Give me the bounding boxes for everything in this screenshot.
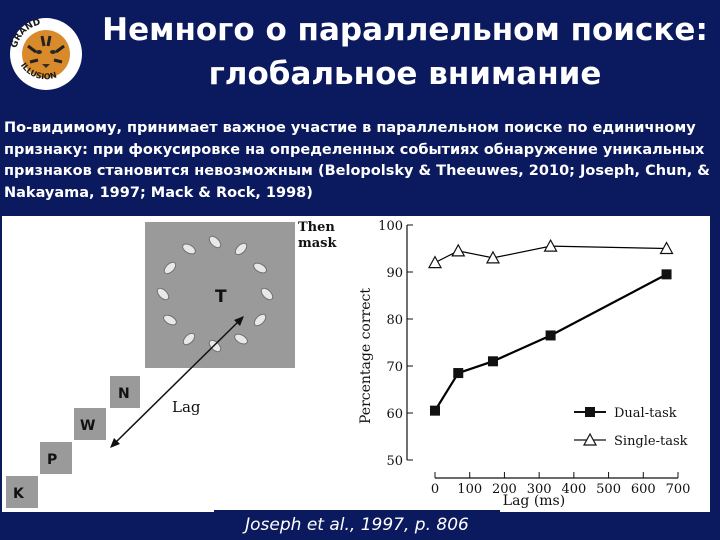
lag-label: Lag xyxy=(172,398,201,416)
legend-label: Single-task xyxy=(614,434,688,449)
data-point-dual-task xyxy=(545,330,556,341)
mask-label-line1: Then xyxy=(298,220,335,235)
x-tick-label: 400 xyxy=(561,482,586,497)
x-tick-label: 100 xyxy=(457,482,482,497)
slide-title: Немного о параллельном поиске: глобально… xyxy=(90,8,720,96)
stream-frame-k xyxy=(6,476,38,508)
y-axis-label: Percentage correct xyxy=(358,288,374,424)
legend-label: Dual-task xyxy=(614,406,677,421)
slide-body-text: По-видимому, принимает важное участие в … xyxy=(4,120,710,201)
x-axis-label: Lag (ms) xyxy=(503,493,565,509)
target-letter: T xyxy=(215,287,227,307)
data-point-dual-task xyxy=(661,269,672,280)
slide-title-line1: Немного о параллельном поиске: xyxy=(102,12,708,48)
chart-area: 50 60 70 80 90 100 0 100 200 300 400 500 600 700 Dual-… xyxy=(378,219,690,497)
stream-frame-p xyxy=(40,442,72,474)
figure-svg: T Then mask N W P K Lag 50 60 70 80 90 100 0 10… xyxy=(6,219,690,509)
data-point-dual-task xyxy=(487,356,498,367)
gabor-patch xyxy=(208,339,222,353)
x-tick-label: 0 xyxy=(431,482,439,497)
stream-letter-w: W xyxy=(80,418,95,434)
y-tick-label: 60 xyxy=(386,407,403,422)
stream-frame-n xyxy=(110,376,140,408)
data-point-single-task xyxy=(451,243,466,257)
slide-title-line2: глобальное внимание xyxy=(208,56,602,92)
gabor-patch xyxy=(182,243,196,255)
gabor-patch xyxy=(253,262,267,274)
gabor-patch xyxy=(208,235,222,249)
y-tick-label: 80 xyxy=(386,313,403,328)
gabor-ring xyxy=(156,235,274,353)
y-tick-label: 100 xyxy=(378,219,403,234)
figure-caption: Joseph et al., 1997, p. 806 xyxy=(214,510,500,540)
y-tick-label: 70 xyxy=(386,360,403,375)
stream-letter-k: K xyxy=(13,486,25,502)
gabor-patch xyxy=(253,313,267,327)
gabor-patch xyxy=(163,314,177,326)
lag-arrow-head-top xyxy=(234,316,244,326)
gabor-patch xyxy=(260,287,274,301)
data-point-single-task xyxy=(427,255,443,269)
lag-arrow-line xyxy=(113,319,241,445)
x-tick-label: 600 xyxy=(631,482,656,497)
grand-illusion-logo: GRAND ILLUSION xyxy=(6,2,86,98)
data-point-dual-task xyxy=(453,368,464,379)
legend-marker-square xyxy=(585,407,595,417)
y-tick-label: 50 xyxy=(386,454,403,469)
stream-letter-n: N xyxy=(118,386,130,402)
gabor-patch xyxy=(163,261,177,275)
data-point-single-task xyxy=(543,238,558,252)
gabor-patch xyxy=(182,332,196,346)
lag-arrow-head-bottom xyxy=(110,438,120,448)
gabor-patch xyxy=(234,333,248,345)
gabor-patch xyxy=(234,242,248,256)
figure-panel: T Then mask N W P K Lag 50 60 70 80 90 100 0 10… xyxy=(2,216,710,512)
x-tick-label: 500 xyxy=(596,482,621,497)
x-tick-label: 300 xyxy=(527,482,552,497)
data-point-single-task xyxy=(659,241,674,255)
x-tick-label: 700 xyxy=(666,482,691,497)
y-tick-label: 90 xyxy=(386,266,403,281)
mask-label-line2: mask xyxy=(298,236,337,251)
data-point-dual-task xyxy=(430,405,440,416)
gabor-patch xyxy=(156,287,170,301)
series-line-dual-task xyxy=(434,273,668,412)
stream-letter-p: P xyxy=(47,452,57,468)
legend-marker-triangle xyxy=(582,432,598,446)
stream-frame-w xyxy=(74,408,106,440)
data-point-single-task xyxy=(485,250,500,264)
x-tick-label: 200 xyxy=(492,482,517,497)
